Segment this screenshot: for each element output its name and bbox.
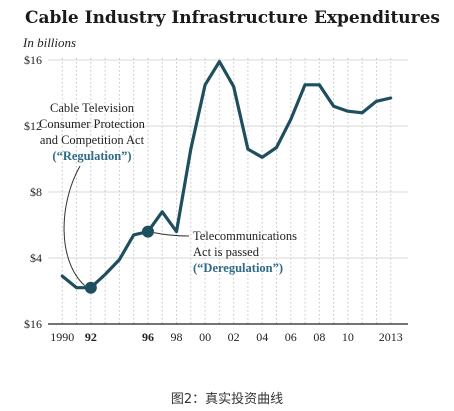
y-tick-label: $12: [24, 119, 42, 133]
x-tick-label: 96: [142, 330, 154, 344]
x-tick-label: 2013: [379, 330, 403, 344]
chart-subtitle: In billions: [23, 35, 77, 50]
x-tick-label: 08: [313, 330, 325, 344]
annotation-leader: [153, 232, 190, 237]
x-tick-label: 00: [199, 330, 211, 344]
annotation-text: Act is passed: [193, 245, 260, 259]
annotation-emphasis: (“Deregulation”): [193, 261, 283, 275]
series-line: [60, 60, 393, 290]
annotation-text: Cable Television: [50, 101, 135, 115]
x-tick-label: 04: [256, 330, 268, 344]
annotation-leaders: [63, 165, 190, 287]
x-tick-label: 06: [285, 330, 297, 344]
series-layer: [60, 60, 393, 290]
y-tick-labels: $16 $4 $8 $12 $16: [24, 53, 42, 331]
annotations: Cable Television Consumer Protection and C…: [39, 101, 297, 275]
annotation-text: Consumer Protection: [39, 117, 146, 131]
y-tick-label: $16: [24, 317, 42, 331]
x-tick-label: 1990: [50, 330, 74, 344]
x-tick-label: 92: [85, 330, 97, 344]
x-tick-label: 98: [171, 330, 183, 344]
annotation-leader: [63, 165, 86, 287]
chart-title: Cable Industry Infrastructure Expenditur…: [25, 8, 441, 28]
annotation-emphasis: (“Regulation”): [52, 149, 131, 163]
highlight-points: [84, 225, 154, 294]
figure-caption: 图2：真实投资曲线: [170, 392, 284, 407]
gridlines: [48, 58, 408, 324]
highlight-point: [84, 281, 97, 294]
highlight-point: [141, 225, 154, 238]
annotation-text: and Competition Act: [40, 133, 145, 147]
y-tick-label: $8: [30, 185, 42, 199]
x-tick-label: 10: [342, 330, 354, 344]
y-tick-label: $16: [24, 53, 42, 67]
y-tick-label: $4: [30, 251, 42, 265]
annotation-text: Telecommunications: [193, 229, 297, 243]
x-tick-labels: 1990 92 96 98 00 02 04 06 08 10 2013: [50, 330, 402, 344]
x-tick-label: 02: [228, 330, 240, 344]
